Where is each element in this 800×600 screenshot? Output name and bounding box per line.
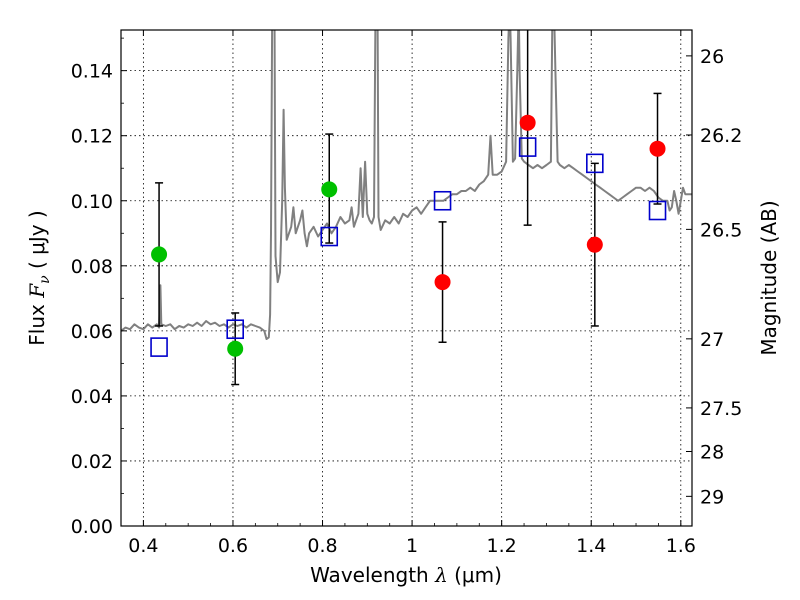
red-data-point xyxy=(434,274,451,291)
x-tick-label: 0.4 xyxy=(128,535,158,557)
green-data-point xyxy=(151,246,168,263)
mag-tick-label: 27 xyxy=(700,329,724,351)
mag-tick-label: 29 xyxy=(700,486,724,508)
grid xyxy=(121,30,692,527)
green-data-point xyxy=(321,181,338,198)
red-data-point xyxy=(586,236,603,253)
mag-tick-label: 26 xyxy=(700,46,724,68)
model-square-point xyxy=(150,337,168,357)
model-square-point xyxy=(518,137,537,157)
y-tick-label: 0.14 xyxy=(71,61,113,83)
y-tick-label: 0.00 xyxy=(71,516,113,538)
spectrum-line xyxy=(121,30,692,340)
model-square-point xyxy=(226,319,244,340)
green-data-point xyxy=(227,340,244,357)
x-tick-label: 1.4 xyxy=(576,535,606,557)
x-tick-label: 1.6 xyxy=(666,535,696,557)
y-tick-label: 0.08 xyxy=(71,256,113,278)
plot-frame xyxy=(120,29,693,527)
y-tick-label: 0.02 xyxy=(71,451,113,473)
y-axis-label: Flux Fν ( μJy ) xyxy=(25,210,53,345)
y-tick-label: 0.06 xyxy=(71,321,113,343)
x-tick-label: 1 xyxy=(406,535,418,557)
x-tick-label: 1.2 xyxy=(487,535,517,557)
red-data-point xyxy=(519,114,536,131)
axis-ticks: 0.4 0.6 0.8 1 1.2 1.4 1.6 0.00 0.02 0.04 0.06 0.08 0… xyxy=(71,30,742,557)
mag-tick-label: 26.5 xyxy=(700,219,742,241)
y2-axis-label: Magnitude (AB) xyxy=(757,200,781,355)
x-tick-label: 0.6 xyxy=(218,535,248,557)
model-square-point xyxy=(320,226,339,247)
mag-tick-label: 28 xyxy=(700,441,724,463)
mag-tick-label: 26.2 xyxy=(700,125,742,147)
red-data-point xyxy=(649,140,666,157)
y-tick-label: 0.10 xyxy=(71,191,113,213)
x-axis-label: Wavelength λ (μm) xyxy=(310,563,502,587)
spectrum-series xyxy=(121,30,692,340)
photometry-points xyxy=(150,30,667,386)
model-square-point xyxy=(648,200,667,221)
y-tick-label: 0.12 xyxy=(71,126,113,148)
model-square-point xyxy=(433,190,452,211)
mag-tick-label: 27.5 xyxy=(700,398,742,420)
y-tick-label: 0.04 xyxy=(71,386,113,408)
model-square-point xyxy=(586,153,604,174)
x-tick-label: 0.8 xyxy=(307,535,337,557)
